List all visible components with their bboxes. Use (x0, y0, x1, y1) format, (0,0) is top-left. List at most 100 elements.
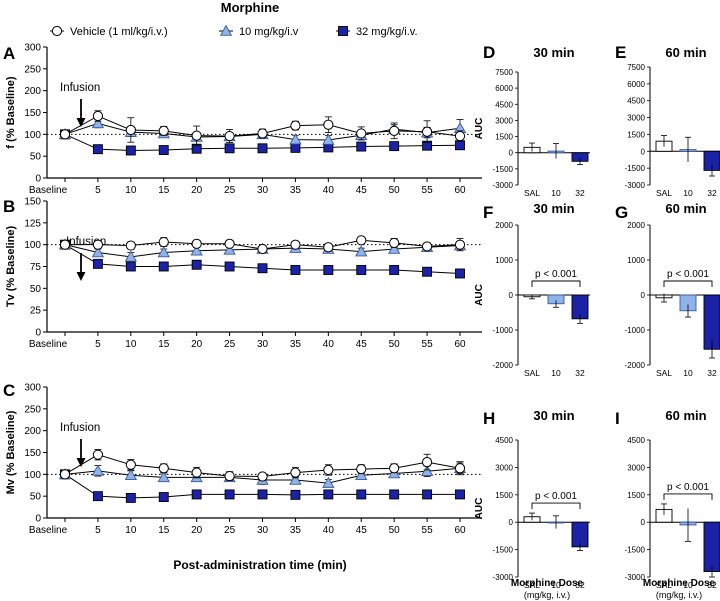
x-tick-label: 60 (454, 185, 466, 196)
x-tick-label: 55 (422, 525, 434, 536)
y-tick-label: 3000 (495, 463, 513, 472)
x-tick-label: 50 (389, 525, 401, 536)
x-tick-label: 5 (95, 339, 101, 350)
data-point (323, 464, 334, 476)
y-tick-label: 3000 (627, 463, 645, 472)
x-tick-label: 32 (707, 580, 717, 590)
y-tick-label: 7500 (495, 68, 513, 77)
x-tick-label: 55 (422, 185, 434, 196)
series-2 (60, 129, 465, 156)
y-tick-label: 200 (24, 86, 41, 97)
series-0 (59, 449, 466, 482)
y-tick-label: 125 (24, 218, 41, 229)
data-point (224, 489, 235, 500)
y-tick-label: -3000 (625, 573, 646, 582)
x-tick-label: 15 (158, 525, 170, 536)
y-tick-label: 250 (24, 64, 41, 75)
y-tick-label: 25 (30, 306, 42, 317)
data-point (158, 125, 169, 136)
x-tick-label: 10 (125, 185, 137, 196)
y-tick-label: 100 (24, 470, 41, 481)
y-tick-label: 0 (35, 174, 41, 185)
y-tick-label: 2000 (495, 221, 513, 230)
data-point (290, 265, 301, 275)
data-point (257, 471, 268, 482)
y-tick-label: 0 (641, 147, 646, 156)
panel-A: A 0 50 100 150 200 250 300 Baseline 5 10 15 20 25 30 35… (3, 43, 482, 196)
y-tick-label: 0 (641, 291, 646, 300)
data-point (323, 242, 334, 253)
y-tick-label: 1000 (627, 256, 645, 265)
y-tick-label: -3000 (625, 181, 646, 190)
x-tick-label: 10 (125, 339, 137, 350)
x-tick-label: 10 (683, 368, 693, 378)
y-tick-label: 75 (30, 262, 42, 273)
x-tick-label: 32 (707, 368, 717, 378)
data-point (389, 141, 400, 152)
y-tick-label: 0 (509, 149, 514, 158)
y-tick-label: -1000 (625, 326, 646, 335)
bar-x-label-60min: Morphine Dose (643, 578, 716, 589)
data-point (421, 241, 433, 252)
legend-marker-square-icon (338, 26, 348, 36)
data-point (223, 243, 236, 255)
bar-x-sublabel-60min: (mg/kg, i.v.) (656, 590, 702, 600)
data-point (290, 142, 301, 153)
significance-label: p < 0.001 (667, 269, 709, 280)
data-point (389, 265, 400, 275)
data-point (92, 491, 103, 502)
data-point (158, 463, 169, 474)
x-tick-label: 10 (125, 525, 137, 536)
data-point (389, 237, 400, 249)
y-tick-label: 300 (24, 43, 41, 54)
x-tick-label: 10 (551, 188, 561, 198)
significance-label: p < 0.001 (667, 482, 709, 493)
data-point (422, 266, 433, 277)
data-point (91, 117, 105, 129)
data-point (454, 463, 466, 474)
infusion-arrow-head-icon (76, 118, 86, 127)
data-point (388, 242, 401, 254)
data-point (323, 265, 334, 275)
x-tick-label: 32 (575, 580, 585, 590)
bar-panel-title: 30 min (533, 45, 574, 60)
legend-label-1: 10 mg/kg/i.v (239, 26, 299, 38)
significance-bracket (663, 493, 713, 500)
y-tick-label: 4500 (495, 436, 513, 445)
data-point (356, 235, 367, 246)
x-tick-label: 25 (224, 185, 236, 196)
data-point (290, 239, 301, 250)
panel-D: D 30 min -3000 -1500 0 1500 3000 4500 6000 7500 AU… (474, 43, 590, 198)
data-point (191, 238, 202, 249)
data-point (454, 130, 466, 142)
data-point (389, 125, 400, 136)
x-tick-label: 35 (290, 525, 302, 536)
y-tick-label: 4500 (495, 100, 513, 109)
x-tick-label: 40 (323, 525, 335, 536)
x-tick-label: 45 (356, 525, 368, 536)
x-tick-label: 20 (191, 525, 203, 536)
y-axis-label: AUC (474, 118, 485, 140)
x-tick-label: 30 (257, 185, 269, 196)
data-point (389, 489, 400, 500)
data-point (59, 239, 71, 250)
y-tick-label: 1500 (627, 491, 645, 500)
y-tick-label: 100 (24, 240, 41, 251)
data-point (422, 489, 433, 500)
data-point (190, 244, 203, 256)
legend: Vehicle (1 ml/kg/i.v.) 10 mg/kg/i.v 32 mg/… (50, 24, 418, 38)
data-point (191, 489, 202, 500)
x-tick-label: 60 (454, 339, 466, 350)
data-point (257, 243, 268, 255)
x-tick-label: SAL (656, 580, 672, 590)
panel-letter-D: D (483, 43, 495, 62)
y-tick-label: 250 (24, 404, 41, 415)
y-tick-label: -3000 (493, 181, 514, 190)
x-tick-label: 15 (158, 339, 170, 350)
data-point (92, 449, 104, 460)
x-tick-label: 20 (191, 185, 203, 196)
y-tick-label: 150 (24, 448, 41, 459)
data-point (191, 259, 202, 270)
bar-panel-title: 60 min (665, 408, 706, 423)
